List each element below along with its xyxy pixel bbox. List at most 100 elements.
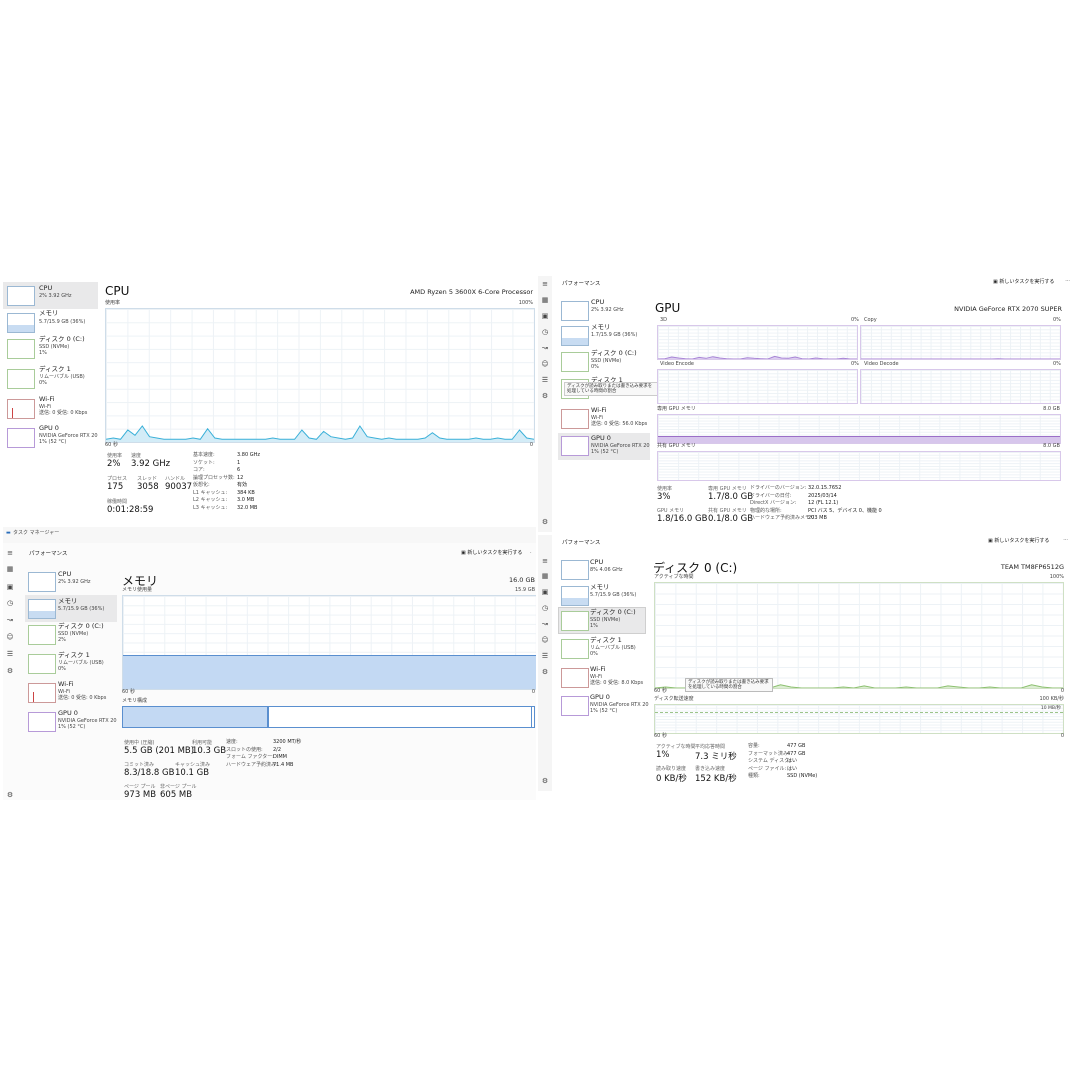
services-icon[interactable]: ⚙ [541, 668, 549, 676]
performance-icon[interactable]: ▣ [541, 312, 549, 320]
services-icon[interactable]: ⚙ [541, 392, 549, 400]
more-icon[interactable]: ··· [1063, 537, 1068, 543]
sidebar-item-sub: 0% [58, 666, 66, 672]
disk-active-graph [654, 582, 1064, 689]
more-icon[interactable]: · [530, 550, 532, 556]
performance-icon[interactable]: ▣ [6, 583, 14, 591]
sidebar-item-label: Wi-Fi [58, 680, 74, 688]
run-task-button[interactable]: ▣ 新しいタスクを実行する [461, 550, 522, 557]
nav-rail: ≡ ▦ ▣ ◷ ↝ ☺ ☰ ⚙ ⚙ [3, 543, 17, 800]
sidebar-item-cpu[interactable]: CPU 2% 3.92 GHz [558, 298, 650, 325]
processes-icon[interactable]: ▦ [541, 572, 549, 580]
sidebar-item-gpu[interactable]: GPU 0 NVIDIA GeForce RTX 20 1% (52 °C) [558, 693, 649, 720]
sidebar-item-sub: Wi-Fi [39, 404, 51, 410]
spec-row: L3 キャッシュ: [193, 504, 228, 511]
menu-icon[interactable]: ≡ [542, 280, 548, 288]
sidebar-item-memory[interactable]: メモリ 5.7/15.9 GB (36%) [25, 595, 117, 622]
gpu-thumbnail [7, 428, 35, 448]
sidebar-item-memory[interactable]: メモリ 1.7/15.9 GB (36%) [558, 323, 650, 350]
startup-icon[interactable]: ↝ [7, 616, 13, 624]
dedicated-mem-fill [658, 436, 1060, 443]
sidebar-item-wifi[interactable]: Wi-Fi Wi-Fi 送信: 0 受信: 56.0 Kbps [558, 406, 650, 433]
spec-value: 6 [237, 467, 241, 473]
history-icon[interactable]: ◷ [541, 328, 549, 336]
run-task-button[interactable]: ▣ 新しいタスクを実行する [988, 538, 1050, 545]
committed-value: 8.3/18.8 GB [124, 768, 175, 778]
run-task-label: 新しいタスクを実行する [994, 538, 1050, 544]
cached-value: 10.1 GB [175, 768, 210, 778]
sidebar-item-label: ディスク 0 (C:) [39, 335, 85, 343]
run-task-button[interactable]: ▣ 新しいタスクを実行する [993, 279, 1054, 286]
sidebar-item-sub: 5.7/15.9 GB (36%) [39, 319, 86, 325]
settings-icon[interactable]: ⚙ [541, 777, 549, 785]
details-icon[interactable]: ☰ [6, 650, 14, 658]
sidebar-item-disk0[interactable]: ディスク 0 (C:) SSD (NVMe) 0% [558, 349, 650, 376]
users-icon[interactable]: ☺ [6, 633, 14, 641]
startup-icon[interactable]: ↝ [542, 620, 548, 628]
shared-value: 0.1/8.0 GB [708, 514, 754, 524]
sidebar-item-label: メモリ [39, 309, 59, 317]
speed-value: 3.92 GHz [131, 459, 171, 469]
sidebar-item-disk0[interactable]: ディスク 0 (C:) SSD (NVMe) 1% [558, 607, 646, 634]
sidebar-item-disk1[interactable]: ディスク 1 リムーバブル (USB) 0% [558, 636, 646, 663]
handle-label: ハンドル [165, 476, 186, 482]
spec-value: 2/2 [273, 746, 282, 753]
sidebar-item-cpu[interactable]: CPU 2% 3.92 GHz [25, 569, 117, 596]
users-icon[interactable]: ☺ [541, 636, 549, 644]
details-icon[interactable]: ☰ [541, 376, 549, 384]
processes-icon[interactable]: ▦ [6, 565, 14, 573]
gpu-copy-graph [860, 325, 1061, 360]
sidebar-item-cpu[interactable]: CPU 8% 4.06 GHz [558, 557, 646, 584]
response-time-label: 平均応答時間 [695, 744, 726, 750]
shared-mem-graph [657, 451, 1061, 481]
panel-gpu: ≡ ▦ ▣ ◷ ↝ ☺ ☰ ⚙ ⚙ パフォーマンス ▣ 新しいタスクを実行する … [538, 276, 1078, 532]
menu-icon[interactable]: ≡ [7, 549, 13, 557]
menu-icon[interactable]: ≡ [542, 557, 548, 565]
transfer-label: ディスク転送速度 [654, 696, 694, 702]
users-icon[interactable]: ☺ [541, 360, 549, 368]
sidebar-item-cpu[interactable]: CPU 2% 3.92 GHz [3, 282, 98, 309]
spec-value: DIMM [273, 754, 287, 760]
sidebar-item-wifi[interactable]: Wi-Fi Wi-Fi 送信: 0 受信: 0 Kbps [3, 395, 98, 423]
sidebar-item-sub: Wi-Fi [591, 415, 603, 421]
sidebar-item-disk1[interactable]: ディスク 1 リムーバブル (USB) 0% [25, 651, 117, 678]
engine-label: 3D [660, 317, 668, 323]
details-icon[interactable]: ☰ [541, 652, 549, 660]
sidebar-item-gpu[interactable]: GPU 0 NVIDIA GeForce RTX 20 1% (52 °C) [3, 424, 98, 452]
history-icon[interactable]: ◷ [541, 604, 549, 612]
sidebar-item-sub: 送信: 0 受信: 0 Kbps [58, 695, 107, 701]
memory-usage-fill [123, 654, 536, 689]
thread-value: 3058 [137, 482, 159, 492]
sidebar-item-sub: 2% 3.92 GHz [58, 579, 91, 585]
sidebar-item-memory[interactable]: メモリ 5.7/15.9 GB (36%) [558, 583, 646, 610]
startup-icon[interactable]: ↝ [542, 344, 548, 352]
sidebar-item-disk0[interactable]: ディスク 0 (C:) SSD (NVMe) 2% [25, 622, 117, 649]
handle-value: 90037 [165, 482, 193, 492]
spec-value: 32.0 MB [237, 504, 258, 511]
sidebar-item-wifi[interactable]: Wi-Fi Wi-Fi 送信: 0 受信: 0 Kbps [25, 680, 117, 707]
more-icon[interactable]: ··· [1065, 278, 1070, 284]
sidebar-item-memory[interactable]: メモリ 5.7/15.9 GB (36%) [3, 309, 98, 337]
spec-row: コア: [193, 467, 205, 473]
sidebar-item-sub: 0% [591, 364, 599, 370]
settings-icon[interactable]: ⚙ [6, 791, 14, 799]
spec-key: ハードウェア予約済み: [226, 761, 278, 768]
sidebar-item-disk0[interactable]: ディスク 0 (C:) SSD (NVMe) 1% [3, 335, 98, 363]
spec-value: 2025/03/14 [808, 492, 837, 499]
performance-icon[interactable]: ▣ [541, 588, 549, 596]
sidebar-item-wifi[interactable]: Wi-Fi Wi-Fi 送信: 0 受信: 8.0 Kbps [558, 665, 646, 692]
active-time-value: 1% [656, 750, 670, 760]
services-icon[interactable]: ⚙ [6, 667, 14, 675]
cpu-thumbnail [28, 572, 56, 592]
disk1-thumbnail [7, 369, 35, 389]
processes-icon[interactable]: ▦ [541, 296, 549, 304]
memory-thumbnail [28, 599, 56, 619]
sidebar-item-disk1[interactable]: ディスク 1 リムーバブル (USB) 0% [3, 365, 98, 393]
sidebar-item-sub: 2% 3.92 GHz [591, 307, 624, 313]
settings-icon[interactable]: ⚙ [541, 518, 549, 526]
composition-label: メモリ構成 [122, 698, 148, 704]
sidebar-item-gpu[interactable]: GPU 0 NVIDIA GeForce RTX 20 1% (52 °C) [558, 433, 650, 460]
sidebar-item-gpu[interactable]: GPU 0 NVIDIA GeForce RTX 20 1% (52 °C) [25, 709, 117, 736]
history-icon[interactable]: ◷ [6, 599, 14, 607]
spec-value: SSD (NVMe) [787, 773, 818, 779]
